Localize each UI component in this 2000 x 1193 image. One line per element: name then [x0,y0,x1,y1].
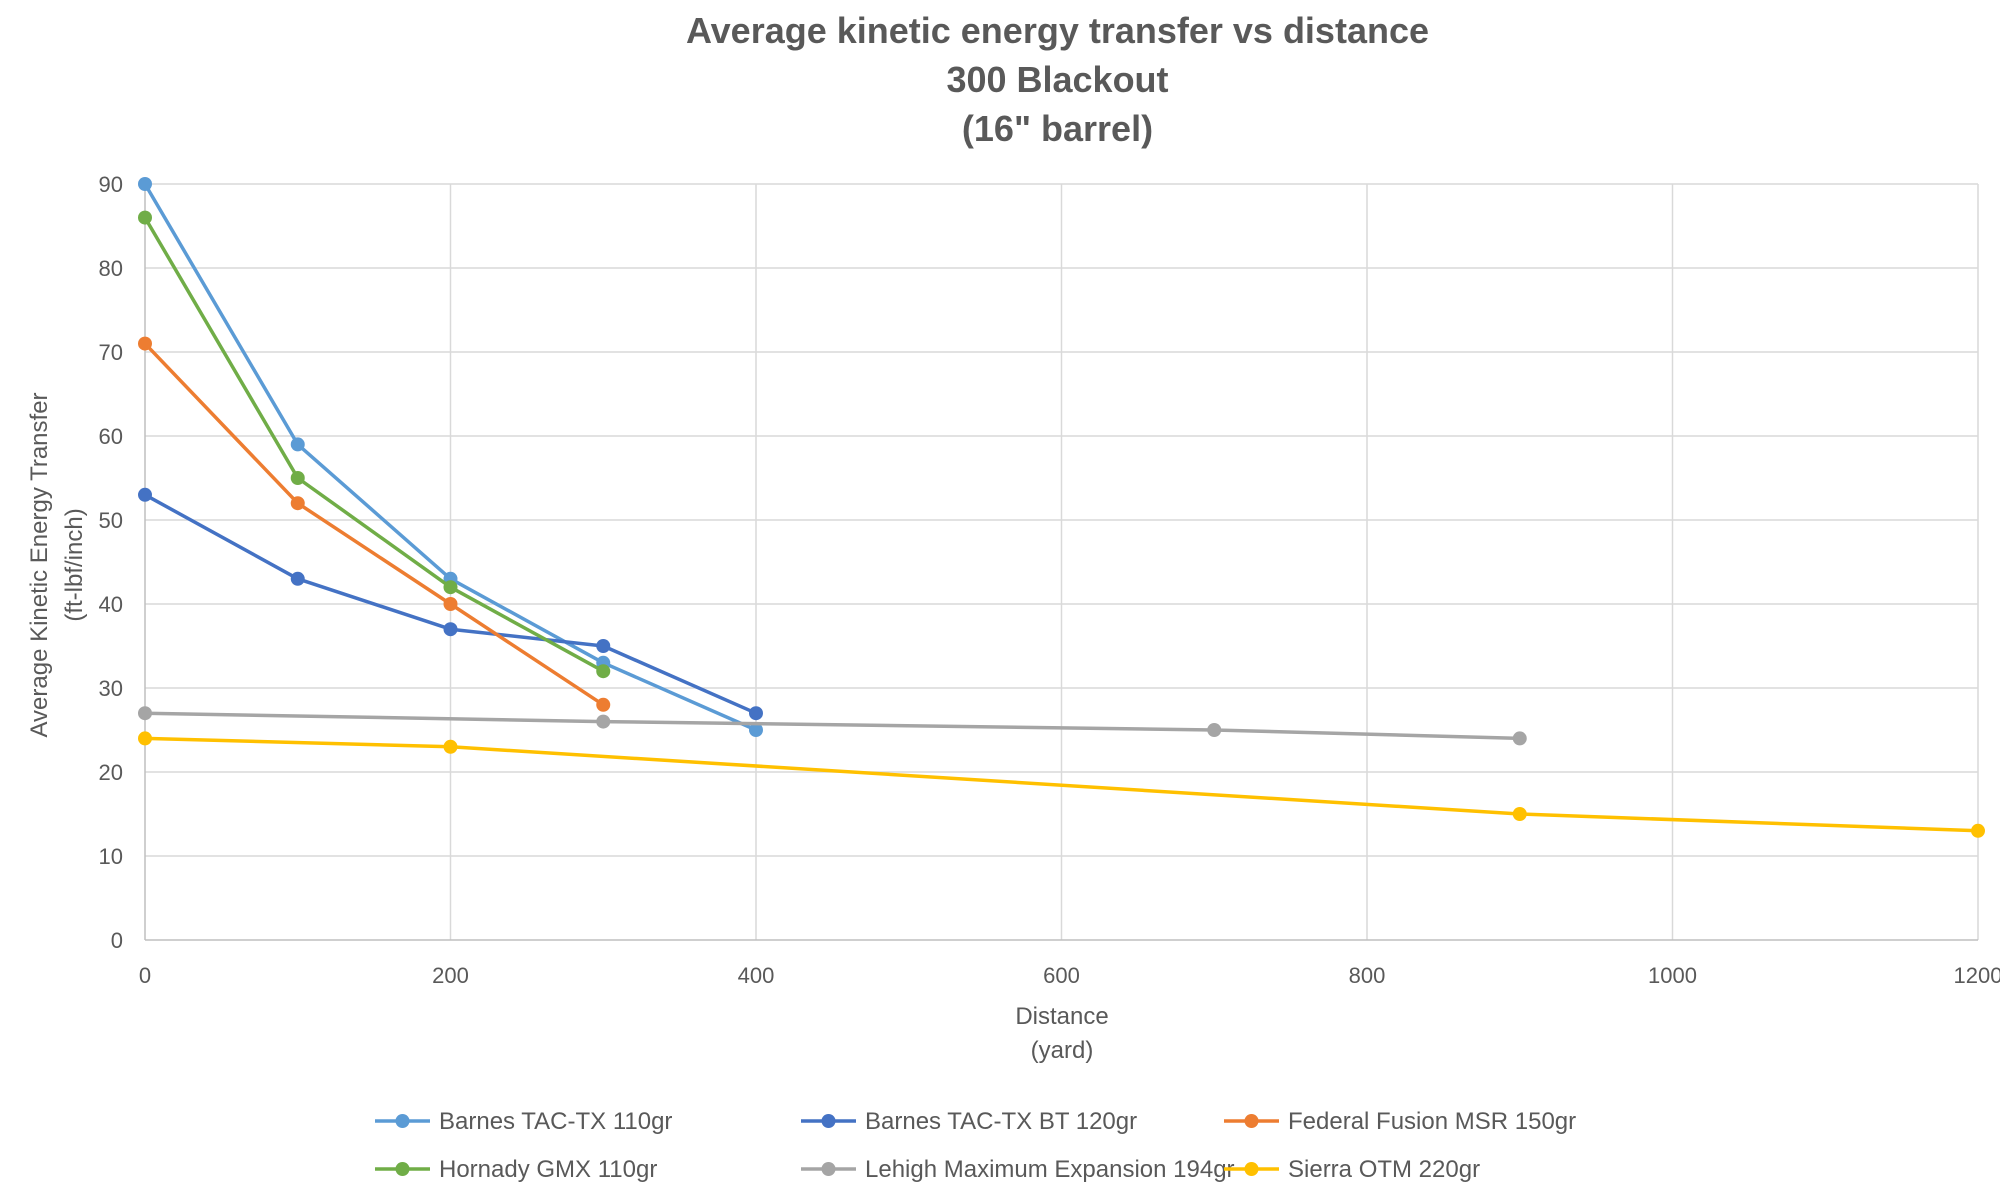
x-tick-label: 600 [1043,963,1080,988]
x-tick-label: 400 [738,963,775,988]
data-point [596,664,611,679]
x-tick-label: 0 [139,963,151,988]
y-tick-label: 70 [99,340,123,365]
legend-swatch-marker [1244,1162,1259,1176]
legend: Barnes TAC-TX 110gr Barnes TAC-TX BT 120g… [375,1108,1576,1183]
data-point [443,622,458,637]
chart-subtitle-line-2: (16" barrel) [961,108,1154,149]
legend-entry: Barnes TAC-TX BT 120gr [801,1108,1137,1135]
data-point [138,210,152,225]
chart-title-block: Average kinetic energy transfer vs dista… [0,6,2000,153]
legend-swatch-marker [821,1162,836,1176]
data-point [749,706,763,721]
series-2 [138,336,611,712]
y-tick-label: 50 [99,508,123,533]
data-point [138,731,152,746]
x-axis-label: Distance [1015,1003,1108,1030]
series-lines [138,177,1985,838]
data-point [596,697,611,712]
axes [144,184,1978,941]
data-point [290,496,305,511]
y-tick-label: 20 [99,760,123,785]
y-axis-label: Average Kinetic Energy Transfer [26,392,53,737]
data-point [596,714,611,729]
data-point [1207,723,1222,737]
legend-entry: Sierra OTM 220gr [1224,1156,1480,1183]
y-tick-label: 90 [99,172,123,197]
chart-title: Average kinetic energy transfer vs dista… [685,10,1429,51]
series-5 [138,731,1985,838]
x-axis-unit: (yard) [1031,1037,1094,1064]
legend-swatch-marker [395,1114,410,1128]
data-point [138,336,152,351]
legend-label: Hornady GMX 110gr [439,1156,657,1183]
y-tick-label: 10 [99,844,123,869]
series-line [144,711,1520,741]
legend-label: Barnes TAC-TX 110gr [439,1108,672,1135]
data-point [290,437,305,452]
legend-entry: Federal Fusion MSR 150gr [1224,1108,1576,1135]
y-tick-label: 30 [99,676,123,701]
data-point [596,639,611,653]
tick-labels: 0 10 20 30 40 50 60 70 80 90 0 200 400 600 800 1000 1200 [99,172,2000,988]
legend-entry: Lehigh Maximum Expansion 194gr [801,1156,1235,1183]
y-tick-label: 60 [99,424,123,449]
legend-entry: Barnes TAC-TX 110gr [375,1108,672,1135]
gridlines [145,183,1979,940]
legend-entry: Hornady GMX 110gr [375,1156,657,1183]
x-tick-label: 200 [432,963,469,988]
legend-swatch-marker [821,1114,836,1128]
legend-label: Lehigh Maximum Expansion 194gr [865,1156,1235,1183]
data-point [138,487,152,502]
series-3 [138,210,611,679]
series-line [143,342,605,707]
legend-swatch-marker [395,1162,410,1176]
x-tick-label: 1000 [1648,963,1697,988]
data-point [290,471,305,485]
legend-swatch-marker [1244,1114,1259,1128]
data-point [1512,807,1527,821]
data-point [443,580,458,595]
y-tick-label: 80 [99,256,123,281]
series-line [144,736,1979,833]
y-tick-label: 0 [111,928,123,953]
data-point [1971,823,1985,838]
series-1 [138,487,763,721]
x-tick-label: 1200 [1954,963,2000,988]
data-point [749,723,763,737]
legend-label: Federal Fusion MSR 150gr [1288,1108,1576,1135]
x-tick-label: 800 [1349,963,1386,988]
data-point [138,177,152,191]
series-line [143,216,605,673]
y-tick-label: 40 [99,592,123,617]
data-point [290,571,305,586]
data-point [1512,731,1527,746]
legend-label: Barnes TAC-TX BT 120gr [865,1108,1137,1135]
data-point [138,706,152,721]
series-4 [138,706,1527,746]
chart-subtitle-line-1: 300 Blackout [946,59,1169,100]
data-point [443,739,458,754]
y-axis-unit: (ft-lbf/inch) [61,508,88,621]
legend-label: Sierra OTM 220gr [1288,1156,1480,1183]
data-point [443,597,458,611]
